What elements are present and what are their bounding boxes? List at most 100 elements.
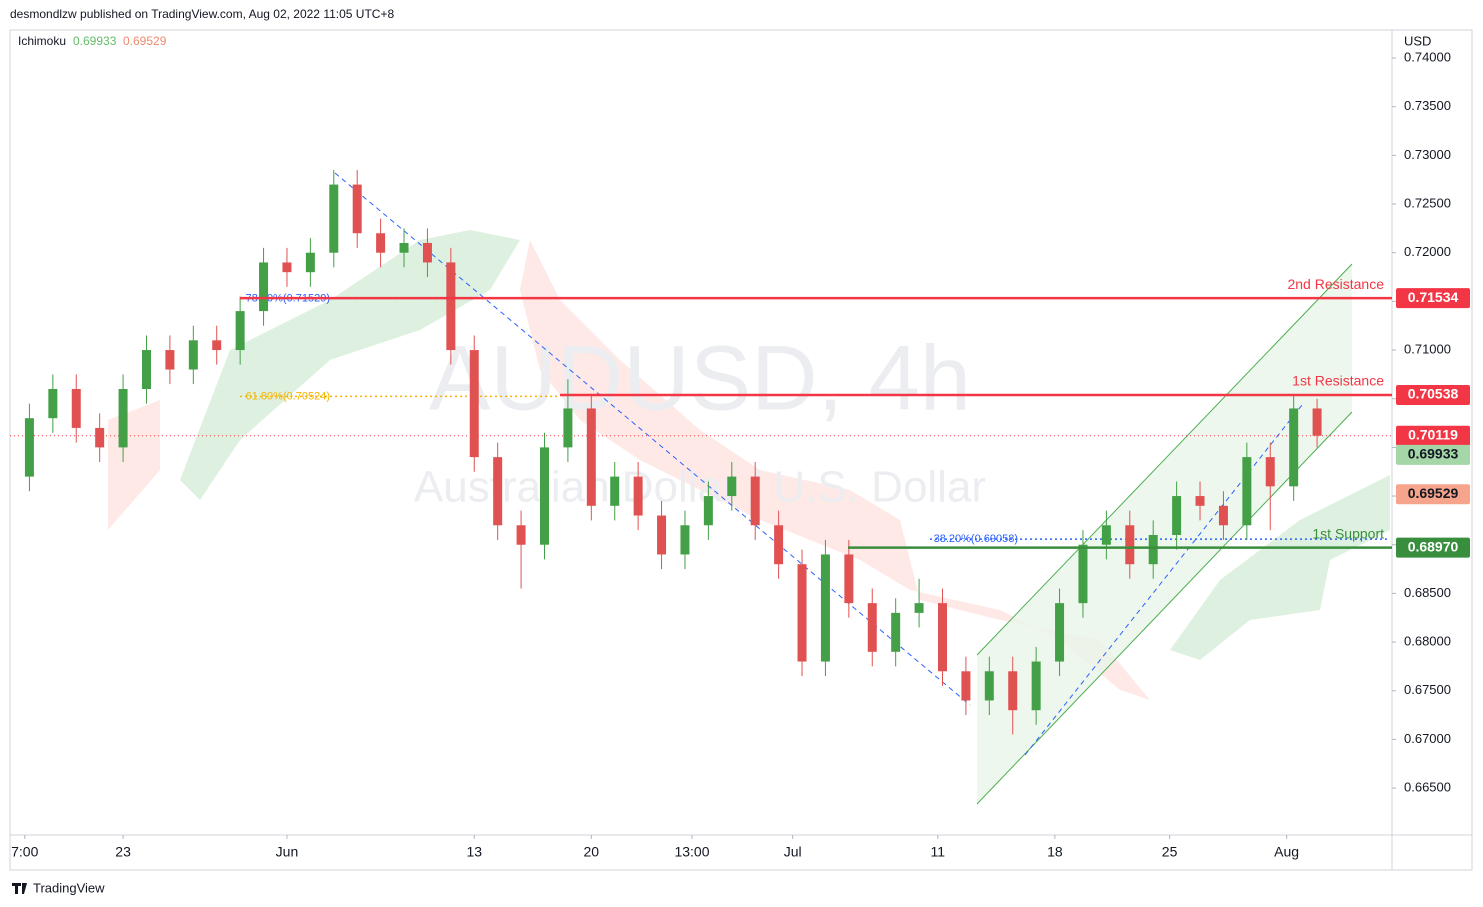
price-tag bbox=[1396, 385, 1470, 406]
currency-label: USD bbox=[1404, 33, 1431, 48]
level-name: 1st Support bbox=[1312, 525, 1384, 541]
indicator-name: Ichimoku bbox=[18, 34, 66, 48]
trend-line bbox=[1024, 404, 1303, 756]
candle-body bbox=[188, 340, 198, 370]
candle-body bbox=[844, 554, 854, 604]
price-tag-label: 0.70119 bbox=[1408, 427, 1458, 443]
candle-body bbox=[516, 525, 526, 545]
price-tag-label: 0.70538 bbox=[1408, 386, 1459, 402]
brand: TradingView bbox=[33, 880, 105, 895]
candle-body bbox=[1148, 534, 1158, 565]
candle-body bbox=[750, 476, 760, 526]
candle-body bbox=[1312, 408, 1322, 436]
candle-body bbox=[1195, 496, 1205, 506]
price-tag bbox=[1396, 537, 1470, 558]
price-tag-label: 0.68970 bbox=[1408, 538, 1459, 554]
price-tag bbox=[1396, 444, 1470, 465]
candle-body bbox=[1172, 496, 1182, 535]
y-tick-label: 0.71000 bbox=[1404, 341, 1451, 356]
candle-body bbox=[399, 242, 409, 253]
x-tick-label: 18 bbox=[1047, 844, 1063, 860]
price-tag-label: 0.71534 bbox=[1408, 289, 1459, 305]
candle-body bbox=[937, 603, 947, 672]
candle-body bbox=[48, 388, 58, 419]
candle-body bbox=[1101, 525, 1111, 545]
x-tick-label: Aug bbox=[1274, 844, 1299, 860]
price-tag-label: 0.69529 bbox=[1408, 485, 1459, 501]
candle-body bbox=[259, 262, 269, 312]
candle-body bbox=[95, 427, 105, 448]
candle-body bbox=[891, 612, 901, 652]
x-tick-label: 11 bbox=[931, 844, 946, 860]
candle-body bbox=[71, 388, 81, 428]
cloud-green bbox=[1170, 475, 1390, 660]
candle-body bbox=[1078, 544, 1088, 604]
price-tag bbox=[1396, 484, 1470, 505]
candle-body bbox=[1242, 457, 1252, 526]
candle-body bbox=[586, 408, 596, 506]
trend-line bbox=[334, 172, 971, 706]
level-name: 1st Resistance bbox=[1292, 373, 1384, 389]
x-tick-label: Jul bbox=[784, 844, 802, 860]
x-tick-label: 23 bbox=[115, 844, 131, 860]
candle-body bbox=[657, 515, 667, 555]
candle-body bbox=[24, 418, 34, 477]
candle-body bbox=[680, 525, 690, 555]
y-tick-label: 0.73000 bbox=[1404, 147, 1451, 162]
candle-body bbox=[610, 476, 620, 506]
x-tick-label: 13:00 bbox=[674, 844, 709, 860]
candle-body bbox=[703, 496, 713, 526]
candle-body bbox=[212, 340, 222, 351]
price-tag bbox=[1396, 425, 1470, 446]
y-tick-label: 0.67000 bbox=[1404, 731, 1451, 746]
watermark-description: Australian Dollar / U.S. Dollar bbox=[414, 463, 986, 512]
candle-body bbox=[235, 311, 245, 351]
candle-body bbox=[446, 262, 456, 351]
candle-body bbox=[1031, 661, 1041, 711]
brand-logo bbox=[12, 883, 27, 894]
y-tick-label: 0.66500 bbox=[1404, 780, 1451, 795]
y-tick-label: 0.68500 bbox=[1404, 585, 1451, 600]
candle-body bbox=[422, 242, 432, 263]
candle-body bbox=[563, 408, 573, 448]
candle-body bbox=[633, 476, 643, 516]
candle-body bbox=[1265, 457, 1275, 487]
candle-body bbox=[1218, 505, 1228, 526]
candle-body bbox=[282, 262, 292, 273]
candle-body bbox=[1008, 671, 1018, 711]
candle-body bbox=[797, 564, 807, 662]
candle-body bbox=[914, 603, 924, 613]
candle-body bbox=[774, 525, 784, 565]
candle-body bbox=[539, 447, 549, 545]
candle-body bbox=[118, 388, 128, 448]
frame bbox=[9, 29, 1473, 871]
x-tick-label: 13 bbox=[466, 844, 482, 860]
x-tick-label: 20 bbox=[584, 844, 600, 860]
candle-body bbox=[305, 252, 315, 273]
candle-body bbox=[1125, 525, 1135, 565]
candle-body bbox=[376, 233, 386, 253]
candle-body bbox=[493, 457, 503, 526]
header: desmondlzw published on TradingView.com,… bbox=[10, 7, 394, 21]
y-tick-label: 0.67500 bbox=[1404, 682, 1451, 697]
x-tick-label: Jun bbox=[276, 844, 299, 860]
candle-body bbox=[867, 603, 877, 652]
candle-body bbox=[961, 671, 971, 701]
y-tick-label: 0.72500 bbox=[1404, 195, 1451, 210]
fib-label: 38.20%(0.69058) bbox=[934, 533, 1018, 545]
candle-body bbox=[1289, 408, 1299, 487]
watermark-symbol: AUDUSD, 4h bbox=[429, 327, 971, 429]
indicator-value: 0.69933 bbox=[73, 34, 117, 48]
y-tick-label: 0.68000 bbox=[1404, 634, 1451, 649]
y-tick-label: 0.74000 bbox=[1404, 49, 1451, 64]
candle-body bbox=[329, 184, 339, 253]
channel-line bbox=[976, 263, 1353, 656]
fib-label: 61.80%(0.70524) bbox=[246, 390, 330, 402]
price-tag-label: 0.69933 bbox=[1408, 446, 1459, 462]
candle-body bbox=[165, 350, 175, 370]
y-tick-label: 0.72000 bbox=[1404, 244, 1451, 259]
x-tick-label: 7:00 bbox=[11, 844, 38, 860]
candle-body bbox=[727, 476, 737, 497]
channel-fill bbox=[977, 264, 1352, 804]
